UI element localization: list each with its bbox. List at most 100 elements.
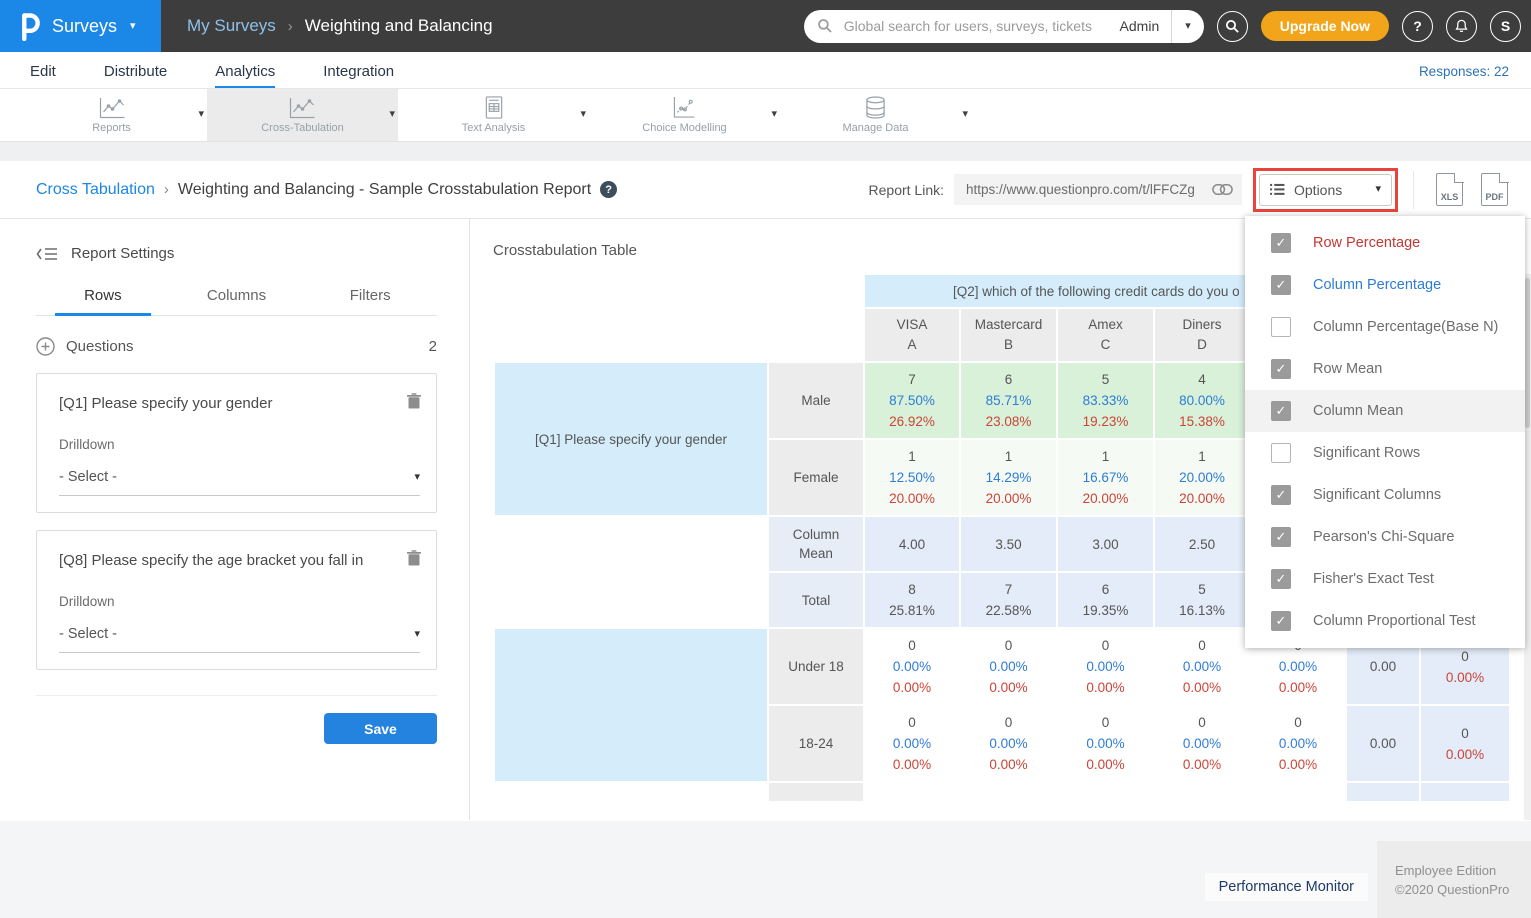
menu-item-row-mean[interactable]: ✓ Row Mean bbox=[1245, 348, 1525, 390]
options-button[interactable]: Options ▾ bbox=[1259, 174, 1392, 206]
search-input[interactable] bbox=[842, 17, 1120, 35]
toolbar-text-analysis[interactable]: Text Analysis ▾ bbox=[398, 89, 589, 141]
checkbox-checked[interactable]: ✓ bbox=[1271, 233, 1291, 253]
link-icon[interactable] bbox=[1212, 183, 1233, 196]
toolbar-reports-label: Reports bbox=[92, 122, 131, 134]
search-scope-label[interactable]: Admin bbox=[1120, 18, 1172, 34]
cross-tabulation-link[interactable]: Cross Tabulation bbox=[36, 181, 155, 199]
questionpro-logo-icon bbox=[20, 11, 41, 41]
performance-monitor-link[interactable]: Performance Monitor bbox=[1205, 873, 1368, 901]
toolbar-choice-modelling[interactable]: Choice Modelling ▾ bbox=[589, 89, 780, 141]
checkbox-checked[interactable]: ✓ bbox=[1271, 569, 1291, 589]
col-header-visa: VISAA bbox=[865, 309, 959, 361]
line-chart-icon bbox=[99, 97, 125, 119]
toolbar-cross-tabulation[interactable]: Cross-Tabulation ▾ bbox=[207, 89, 398, 141]
table-cell: 112.50%20.00% bbox=[865, 440, 959, 515]
drilldown-select[interactable]: - Select - ▾ bbox=[59, 469, 420, 496]
edition-line: Employee Edition bbox=[1395, 861, 1531, 880]
menu-item-significant-columns[interactable]: ✓ Significant Columns bbox=[1245, 474, 1525, 516]
search-submit-button[interactable] bbox=[1217, 11, 1248, 42]
save-button[interactable]: Save bbox=[324, 713, 437, 744]
row-label: 18-24 bbox=[769, 706, 863, 781]
tab-distribute[interactable]: Distribute bbox=[104, 63, 167, 88]
menu-item-column-proportional-test[interactable]: ✓ Column Proportional Test bbox=[1245, 600, 1525, 642]
report-link-field[interactable]: https://www.questionpro.com/t/lFFCZg bbox=[954, 174, 1242, 205]
table-cell: 583.33%19.23% bbox=[1058, 363, 1153, 438]
export-xls-button[interactable]: XLS bbox=[1436, 173, 1463, 206]
checkbox-checked[interactable]: ✓ bbox=[1271, 359, 1291, 379]
menu-item-significant-rows[interactable]: Significant Rows bbox=[1245, 432, 1525, 474]
checkbox-checked[interactable]: ✓ bbox=[1271, 401, 1291, 421]
export-pdf-button[interactable]: PDF bbox=[1481, 173, 1508, 206]
panel-divider bbox=[36, 695, 437, 696]
menu-item-column-percentage-base-n[interactable]: Column Percentage(Base N) bbox=[1245, 306, 1525, 348]
table-scrollbar[interactable] bbox=[1524, 274, 1531, 820]
checkbox-unchecked[interactable] bbox=[1271, 317, 1291, 337]
drilldown-select[interactable]: - Select - ▾ bbox=[59, 626, 420, 653]
question-title: [Q8] Please specify the age bracket you … bbox=[59, 552, 420, 569]
drilldown-label: Drilldown bbox=[59, 594, 420, 609]
question-card-q1: [Q1] Please specify your gender Drilldow… bbox=[36, 373, 437, 513]
tab-edit[interactable]: Edit bbox=[30, 63, 56, 88]
text-analysis-caret-icon[interactable]: ▾ bbox=[580, 109, 586, 120]
menu-item-column-percentage[interactable]: ✓ Column Percentage bbox=[1245, 264, 1525, 306]
add-question-icon[interactable] bbox=[36, 337, 55, 356]
checkbox-unchecked[interactable] bbox=[1271, 443, 1291, 463]
manage-data-caret-icon[interactable]: ▾ bbox=[962, 109, 968, 120]
table-cell: 00.00%0.00% bbox=[1251, 706, 1345, 781]
notifications-button[interactable] bbox=[1446, 11, 1477, 42]
report-link-url[interactable]: https://www.questionpro.com/t/lFFCZg bbox=[966, 182, 1212, 197]
delete-question-button[interactable] bbox=[407, 393, 421, 409]
table-cell: 619.35% bbox=[1058, 573, 1153, 627]
report-settings-panel: Report Settings Rows Columns Filters Que… bbox=[0, 219, 470, 820]
checkbox-checked[interactable]: ✓ bbox=[1271, 611, 1291, 631]
row-label: Female bbox=[769, 440, 863, 515]
row-label: Male bbox=[769, 363, 863, 438]
checkbox-checked[interactable]: ✓ bbox=[1271, 485, 1291, 505]
row-label: Under 18 bbox=[769, 629, 863, 704]
collapse-panel-icon[interactable] bbox=[36, 246, 58, 262]
menu-item-column-mean[interactable]: ✓ Column Mean bbox=[1245, 390, 1525, 432]
table-cell: 3.50 bbox=[961, 517, 1056, 571]
app-switcher[interactable]: Surveys ▾ bbox=[0, 0, 161, 52]
drilldown-select-value: - Select - bbox=[59, 626, 117, 642]
breadcrumb-separator: › bbox=[288, 18, 293, 35]
drilldown-label: Drilldown bbox=[59, 437, 420, 452]
row-group-q8 bbox=[495, 629, 767, 781]
breadcrumb-my-surveys[interactable]: My Surveys bbox=[187, 16, 276, 36]
menu-item-row-percentage[interactable]: ✓ Row Percentage bbox=[1245, 222, 1525, 264]
scrollbar-thumb[interactable] bbox=[1525, 278, 1530, 428]
help-button[interactable]: ? bbox=[1402, 11, 1433, 42]
title-help-icon[interactable]: ? bbox=[600, 181, 617, 198]
table-cell: 3.00 bbox=[1058, 517, 1153, 571]
table-cell: 120.00%20.00% bbox=[1155, 440, 1249, 515]
questions-label: Questions bbox=[66, 338, 134, 355]
choice-modelling-caret-icon[interactable]: ▾ bbox=[771, 109, 777, 120]
tab-columns[interactable]: Columns bbox=[170, 287, 304, 315]
cross-tabulation-caret-icon[interactable]: ▾ bbox=[389, 109, 395, 120]
table-cell: 00.00%0.00% bbox=[865, 629, 959, 704]
table-cell: 787.50%26.92% bbox=[865, 363, 959, 438]
user-avatar[interactable]: S bbox=[1490, 11, 1521, 42]
search-scope-caret-icon[interactable]: ▾ bbox=[1172, 21, 1204, 32]
checkbox-checked[interactable]: ✓ bbox=[1271, 275, 1291, 295]
upgrade-now-button[interactable]: Upgrade Now bbox=[1261, 11, 1389, 41]
table-cell: 00.00%0.00% bbox=[1155, 706, 1249, 781]
checkbox-checked[interactable]: ✓ bbox=[1271, 527, 1291, 547]
delete-question-button[interactable] bbox=[407, 550, 421, 566]
table-cell: 00.00%0.00% bbox=[1058, 629, 1153, 704]
table-cell: 116.67%20.00% bbox=[1058, 440, 1153, 515]
tab-integration[interactable]: Integration bbox=[323, 63, 394, 88]
table-row-clipped bbox=[495, 783, 1509, 801]
list-icon bbox=[1270, 183, 1285, 196]
reports-caret-icon[interactable]: ▾ bbox=[198, 109, 204, 120]
toolbar-manage-data[interactable]: Manage Data ▾ bbox=[780, 89, 971, 141]
tab-rows[interactable]: Rows bbox=[36, 287, 170, 315]
document-grid-icon bbox=[485, 96, 503, 119]
toolbar-reports[interactable]: Reports ▾ bbox=[16, 89, 207, 141]
select-caret-icon: ▾ bbox=[414, 629, 420, 640]
menu-item-fishers-exact-test[interactable]: ✓ Fisher's Exact Test bbox=[1245, 558, 1525, 600]
tab-analytics[interactable]: Analytics bbox=[215, 63, 275, 88]
menu-item-pearsons-chi-square[interactable]: ✓ Pearson's Chi-Square bbox=[1245, 516, 1525, 558]
tab-filters[interactable]: Filters bbox=[303, 287, 437, 315]
